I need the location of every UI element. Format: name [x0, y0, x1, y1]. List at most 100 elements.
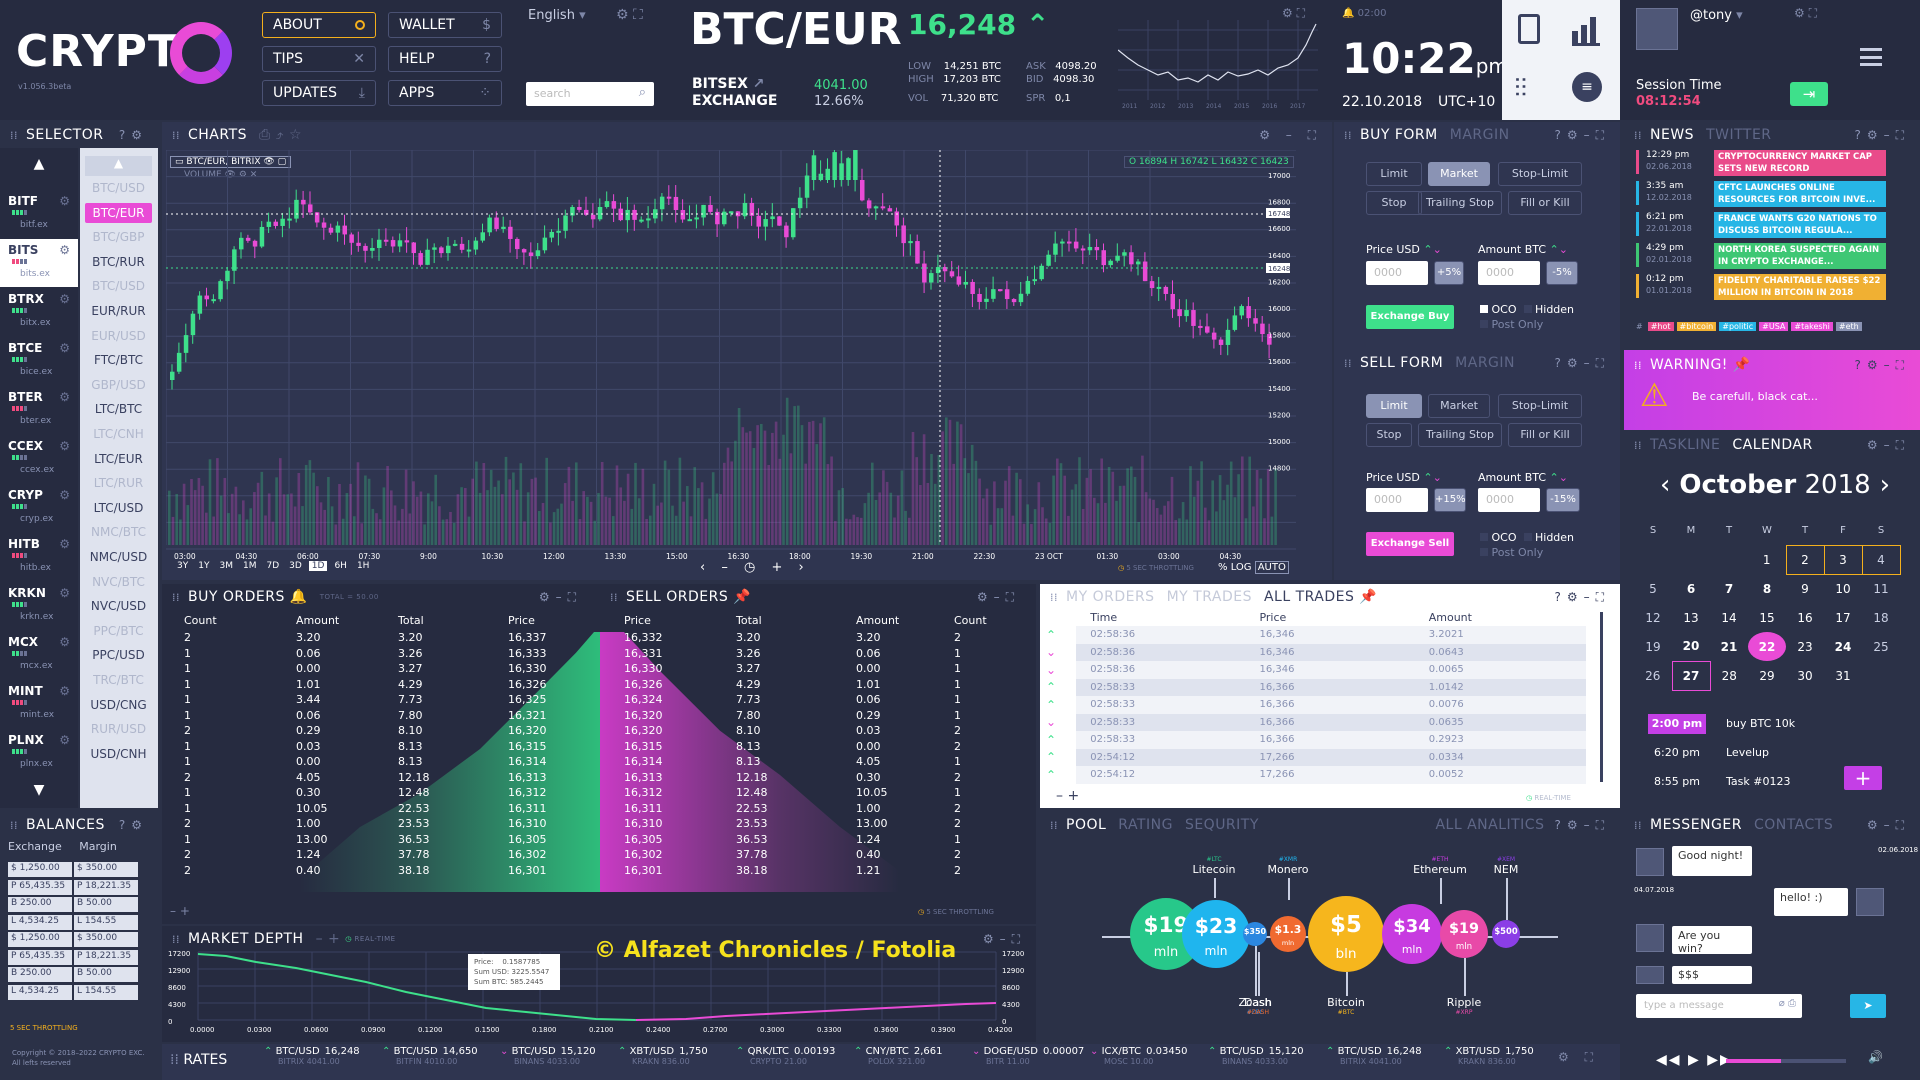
- avatar[interactable]: [1636, 8, 1678, 50]
- table-row[interactable]: 1 0.06 7.80 16,321: [184, 708, 584, 724]
- task-time[interactable]: 6:20 pm: [1654, 746, 1700, 759]
- trade-row[interactable]: ⌄ 02:58:36 16,346 0.0065: [1046, 661, 1586, 679]
- nav-apps[interactable]: APPS ⁘: [388, 80, 502, 106]
- search-box[interactable]: search ⌕: [526, 82, 654, 106]
- nav-updates[interactable]: UPDATES ⤓: [262, 80, 376, 106]
- nav-tips[interactable]: TIPS ✕: [262, 46, 376, 72]
- trade-row[interactable]: ⌄ 02:58:36 16,346 0.0643: [1046, 643, 1586, 661]
- pair-item[interactable]: BTC/EUR: [85, 202, 152, 223]
- news-tags[interactable]: # #hot #bitcoin #politic #USA #takeshi #eth: [1636, 322, 1862, 331]
- table-row[interactable]: 1 0.00 8.13 16,314: [184, 754, 584, 770]
- calendar-day[interactable]: [1862, 661, 1900, 690]
- range-button[interactable]: 1M: [242, 561, 257, 571]
- pair-item[interactable]: TRC/BTC: [93, 673, 144, 687]
- range-button[interactable]: 6H: [334, 561, 347, 571]
- table-row[interactable]: 16,324 7.73 0.06 1: [624, 692, 1024, 708]
- task-text[interactable]: Levelup: [1726, 746, 1769, 759]
- calendar-day[interactable]: [1672, 545, 1710, 574]
- scroll-up-icon-2[interactable]: ▲: [85, 156, 152, 176]
- exchange-item[interactable]: BITF ⚙ bitf.ex: [0, 190, 78, 238]
- calendar-day[interactable]: 3: [1823, 544, 1863, 575]
- gear-icon[interactable]: ⚙: [59, 292, 70, 306]
- calendar-day[interactable]: 23: [1797, 639, 1813, 654]
- mini-controls[interactable]: ⚙ ⛶: [1282, 6, 1305, 20]
- gear-icon[interactable]: ⚙: [59, 684, 70, 698]
- task-text[interactable]: Task #0123: [1726, 775, 1791, 788]
- language-select[interactable]: English ▾: [528, 8, 586, 23]
- table-row[interactable]: 16,302 37.78 0.40 2: [624, 847, 1024, 863]
- trade-row[interactable]: ⌃ 02:58:33 16,366 0.0076: [1046, 696, 1586, 714]
- calendar-day[interactable]: 27: [1671, 660, 1711, 691]
- pair-item[interactable]: BTC/USD: [92, 279, 145, 294]
- range-button[interactable]: 1Y: [198, 561, 210, 571]
- pair-item[interactable]: GBP/USD: [91, 377, 146, 392]
- table-row[interactable]: 2 3.20 3.20 16,337: [184, 630, 584, 646]
- table-row[interactable]: 16,320 8.10 0.03 2: [624, 723, 1024, 739]
- nav-wallet[interactable]: WALLET $: [388, 12, 502, 38]
- buy-amount-input[interactable]: 0000: [1478, 261, 1540, 285]
- next-month-icon[interactable]: ›: [1879, 470, 1890, 500]
- volume-icon[interactable]: 🔊: [1868, 1050, 1883, 1064]
- table-row[interactable]: 16,326 4.29 1.01 1: [624, 677, 1024, 693]
- table-row[interactable]: 1 0.06 3.26 16,333: [184, 646, 584, 662]
- trade-row[interactable]: ⌄ 02:58:33 16,366 0.0635: [1046, 713, 1586, 731]
- pair-item[interactable]: LTC/USD: [93, 500, 144, 515]
- pool-bubble[interactable]: $1.3 mln: [1270, 916, 1306, 952]
- gear-icon[interactable]: ⚙: [59, 194, 70, 208]
- rate-item[interactable]: ⌃ QRK/LTC 0.00193 CRYPTO 21.00: [736, 1046, 835, 1066]
- rate-item[interactable]: ⌃ XBT/USD 1,750 KRAKN 836.00: [618, 1046, 708, 1066]
- pool-bubble[interactable]: $5 bln: [1308, 896, 1384, 972]
- calendar-day[interactable]: 29: [1759, 668, 1775, 683]
- sell-trailing-button[interactable]: Trailing Stop: [1418, 423, 1502, 447]
- sell-price-input[interactable]: 0000: [1366, 488, 1428, 512]
- pair-item[interactable]: PPC/USD: [92, 648, 145, 663]
- calendar-day[interactable]: 26: [1645, 668, 1661, 683]
- news-item[interactable]: 6:21 pm 22.01.2018 FRANCE WANTS G20 NATION…: [1632, 212, 1912, 240]
- user-controls[interactable]: ⚙ ⛶: [1794, 6, 1817, 20]
- trade-row[interactable]: ⌃ 02:54:12 17,266 0.0052: [1046, 766, 1586, 784]
- sell-amount-input[interactable]: 0000: [1478, 488, 1540, 512]
- username[interactable]: @tony ▾: [1690, 8, 1743, 23]
- pair-item[interactable]: NVC/USD: [90, 599, 147, 614]
- pool-bubble[interactable]: $34 mln: [1382, 904, 1442, 964]
- calendar-day[interactable]: 6: [1686, 581, 1696, 596]
- exchange-item[interactable]: BITS ⚙ bits.ex: [0, 239, 78, 287]
- buy-stoplimit-button[interactable]: Stop-Limit: [1498, 162, 1582, 186]
- chart-scale-options[interactable]: % LOG AUTO: [1218, 561, 1289, 574]
- buy-fok-button[interactable]: Fill or Kill: [1508, 191, 1582, 215]
- exchange-item[interactable]: BTER ⚙ bter.ex: [0, 386, 78, 434]
- scroll-up-icon[interactable]: ▲: [33, 156, 45, 172]
- table-row[interactable]: 2 1.24 37.78 16,302: [184, 847, 584, 863]
- gear-icon[interactable]: ⚙: [59, 341, 70, 355]
- table-row[interactable]: 16,313 12.18 0.30 2: [624, 770, 1024, 786]
- calendar-day[interactable]: [1710, 545, 1748, 574]
- sell-market-button[interactable]: Market: [1428, 394, 1490, 418]
- table-row[interactable]: 16,305 36.53 1.24 1: [624, 832, 1024, 848]
- table-row[interactable]: 16,331 3.26 0.06 1: [624, 646, 1024, 662]
- contact-avatar[interactable]: [1636, 848, 1664, 876]
- pair-item[interactable]: LTC/RUR: [93, 476, 144, 491]
- task-time[interactable]: 2:00 pm: [1648, 714, 1706, 734]
- range-button[interactable]: 3D: [289, 561, 302, 571]
- contact-avatar[interactable]: [1636, 966, 1664, 984]
- exchange-item[interactable]: KRKN ⚙ krkn.ex: [0, 582, 78, 630]
- buy-price-input[interactable]: 0000: [1366, 261, 1428, 285]
- news-item[interactable]: 0:12 pm 01.01.2018 FIDELITY CHARITABLE RAI…: [1632, 274, 1912, 302]
- pair-item[interactable]: NMC/USD: [89, 550, 148, 564]
- pair-item[interactable]: EUR/RUR: [91, 304, 146, 318]
- task-text[interactable]: buy BTC 10k: [1726, 717, 1796, 730]
- chat-icon[interactable]: ≡: [1572, 72, 1602, 102]
- trade-row[interactable]: ⌃ 02:58:33 16,366 0.2923: [1046, 731, 1586, 749]
- pair-item[interactable]: RUR/USD: [90, 722, 147, 737]
- range-button[interactable]: 1H: [356, 561, 370, 571]
- rate-item[interactable]: ⌃ BTC/USD 14,650 BITFIN 4010.00: [382, 1046, 478, 1066]
- pair-item[interactable]: NMC/BTC: [91, 525, 146, 540]
- news-tag[interactable]: #hot: [1647, 322, 1674, 331]
- equalizer-icon[interactable]: ⫶⫶: [1514, 74, 1527, 104]
- table-row[interactable]: 16,311 22.53 1.00 2: [624, 801, 1024, 817]
- add-task-button[interactable]: +: [1844, 766, 1882, 790]
- news-tag[interactable]: #takeshi: [1791, 322, 1833, 331]
- calendar-day[interactable]: 31: [1835, 668, 1851, 683]
- pair-item[interactable]: FTC/BTC: [94, 353, 143, 368]
- table-row[interactable]: 16,310 23.53 13.00 2: [624, 816, 1024, 832]
